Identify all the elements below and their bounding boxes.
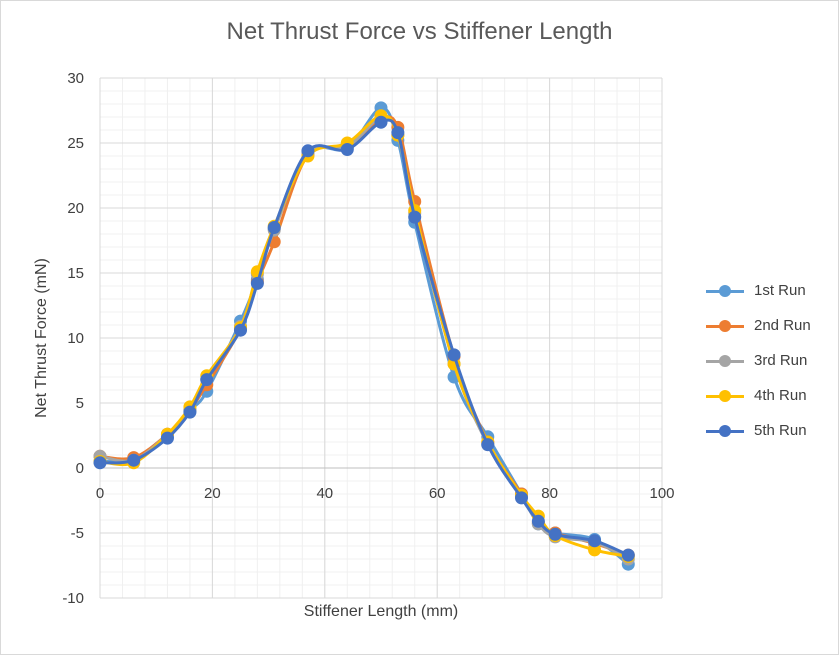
legend-label: 4th Run [754, 387, 807, 404]
legend-marker [719, 354, 731, 367]
data-point [481, 438, 495, 452]
tick-labels: 0 20 40 60 80 100 -10 -5 0 5 10 15 20 25 30 [62, 70, 674, 607]
legend-marker [719, 284, 731, 297]
x-tick-label: 60 [429, 485, 446, 502]
legend: 1st Run 2nd Run 3rd Run 4th Run 5th Run [706, 273, 811, 448]
data-point [621, 548, 635, 562]
data-point [250, 276, 264, 290]
data-point [340, 143, 354, 156]
legend-marker [719, 424, 731, 437]
y-tick-label: 30 [67, 70, 84, 87]
y-tick-label: -5 [71, 525, 84, 542]
y-tick-label: 25 [67, 135, 84, 152]
x-tick-label: 100 [649, 485, 674, 502]
legend-item-3rd-run[interactable]: 3rd Run [706, 343, 811, 378]
legend-swatch [706, 284, 744, 298]
data-point [447, 348, 461, 362]
data-point [588, 534, 602, 548]
data-point [127, 453, 141, 467]
data-point [267, 221, 281, 234]
data-point [183, 405, 197, 419]
major-gridlines [99, 77, 663, 599]
x-tick-label: 20 [204, 485, 221, 502]
legend-swatch [706, 389, 744, 403]
y-tick-label: -10 [62, 590, 84, 607]
x-axis-label: Stiffener Length (mm) [303, 603, 459, 620]
data-point [301, 144, 315, 158]
series-5 [93, 115, 635, 562]
y-axis-label: Net Thrust Force (mN) [33, 258, 50, 418]
legend-item-4th-run[interactable]: 4th Run [706, 378, 811, 413]
x-tick-label: 40 [316, 485, 333, 502]
legend-label: 1st Run [754, 282, 806, 299]
legend-marker [719, 319, 731, 332]
legend-label: 5th Run [754, 422, 807, 439]
legend-item-5th-run[interactable]: 5th Run [706, 413, 811, 448]
data-point [515, 491, 528, 505]
legend-label: 3rd Run [754, 352, 808, 369]
y-tick-label: 20 [67, 200, 84, 217]
data-point [408, 210, 422, 224]
data-point [391, 126, 405, 140]
y-tick-label: 5 [76, 395, 84, 412]
legend-swatch [706, 319, 744, 333]
data-point [200, 373, 214, 387]
series-layer [93, 101, 635, 571]
y-tick-label: 15 [67, 265, 84, 282]
y-tick-label: 0 [76, 460, 84, 477]
data-point [234, 323, 247, 337]
legend-label: 2nd Run [754, 317, 811, 334]
legend-item-2nd-run[interactable]: 2nd Run [706, 308, 811, 343]
data-point [93, 456, 107, 470]
legend-marker [719, 389, 731, 402]
legend-swatch [706, 424, 744, 438]
x-tick-label: 80 [541, 485, 558, 502]
legend-item-1st-run[interactable]: 1st Run [706, 273, 811, 308]
data-point [160, 431, 174, 445]
chart-title: Net Thrust Force vs Stiffener Length [226, 18, 613, 45]
legend-swatch [706, 354, 744, 368]
data-point [531, 514, 545, 528]
data-point [548, 527, 562, 541]
x-tick-label: 0 [96, 485, 104, 502]
data-point [374, 115, 388, 129]
y-tick-label: 10 [67, 330, 84, 347]
